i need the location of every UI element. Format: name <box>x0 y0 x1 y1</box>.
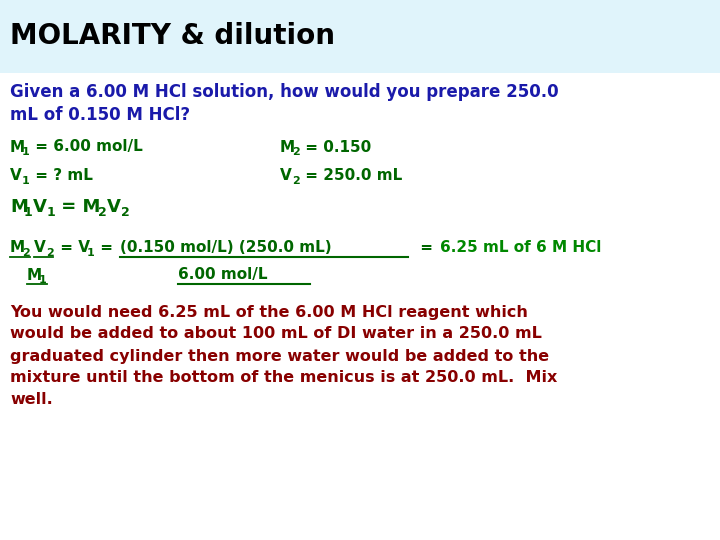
Text: You would need 6.25 mL of the 6.00 M HCl reagent which: You would need 6.25 mL of the 6.00 M HCl… <box>10 305 528 320</box>
Text: V: V <box>34 240 46 255</box>
Text: 2: 2 <box>121 206 130 219</box>
Text: = 0.150: = 0.150 <box>300 139 372 154</box>
Text: 1: 1 <box>22 147 30 157</box>
Text: V: V <box>33 198 47 216</box>
Text: graduated cylinder then more water would be added to the: graduated cylinder then more water would… <box>10 348 549 363</box>
Text: MOLARITY & dilution: MOLARITY & dilution <box>10 23 335 50</box>
Text: well.: well. <box>10 393 53 408</box>
Text: =: = <box>95 240 118 255</box>
Text: 1: 1 <box>87 248 95 258</box>
Text: 1: 1 <box>47 206 55 219</box>
Text: 1: 1 <box>39 275 47 285</box>
Text: 6.00 mol/L: 6.00 mol/L <box>178 267 268 282</box>
Text: M: M <box>10 240 25 255</box>
Text: 1: 1 <box>24 206 32 219</box>
Text: mL of 0.150 M HCl?: mL of 0.150 M HCl? <box>10 106 190 124</box>
Text: = V: = V <box>55 240 90 255</box>
Bar <box>0 0 720 73</box>
Text: 2: 2 <box>292 176 300 186</box>
Text: M: M <box>280 139 295 154</box>
Text: 1: 1 <box>22 176 30 186</box>
Text: 2: 2 <box>46 248 54 258</box>
Text: 2: 2 <box>98 206 107 219</box>
Text: 6.25 mL of 6 M HCl: 6.25 mL of 6 M HCl <box>440 240 601 255</box>
Text: V: V <box>10 168 22 184</box>
Text: V: V <box>280 168 292 184</box>
Text: (0.150 mol/L) (250.0 mL): (0.150 mol/L) (250.0 mL) <box>120 240 332 255</box>
Text: Given a 6.00 M HCl solution, how would you prepare 250.0: Given a 6.00 M HCl solution, how would y… <box>10 83 559 101</box>
Text: would be added to about 100 mL of DI water in a 250.0 mL: would be added to about 100 mL of DI wat… <box>10 327 542 341</box>
Text: mixture until the bottom of the menicus is at 250.0 mL.  Mix: mixture until the bottom of the menicus … <box>10 370 557 386</box>
Text: = 250.0 mL: = 250.0 mL <box>300 168 402 184</box>
Text: = 6.00 mol/L: = 6.00 mol/L <box>30 139 143 154</box>
Text: M: M <box>27 267 42 282</box>
Text: =: = <box>415 240 444 255</box>
Text: 2: 2 <box>292 147 300 157</box>
Text: M: M <box>10 198 28 216</box>
Text: M: M <box>10 139 25 154</box>
Text: = ? mL: = ? mL <box>30 168 93 184</box>
Text: = M: = M <box>55 198 100 216</box>
Text: V: V <box>107 198 121 216</box>
Text: 2: 2 <box>22 248 30 258</box>
